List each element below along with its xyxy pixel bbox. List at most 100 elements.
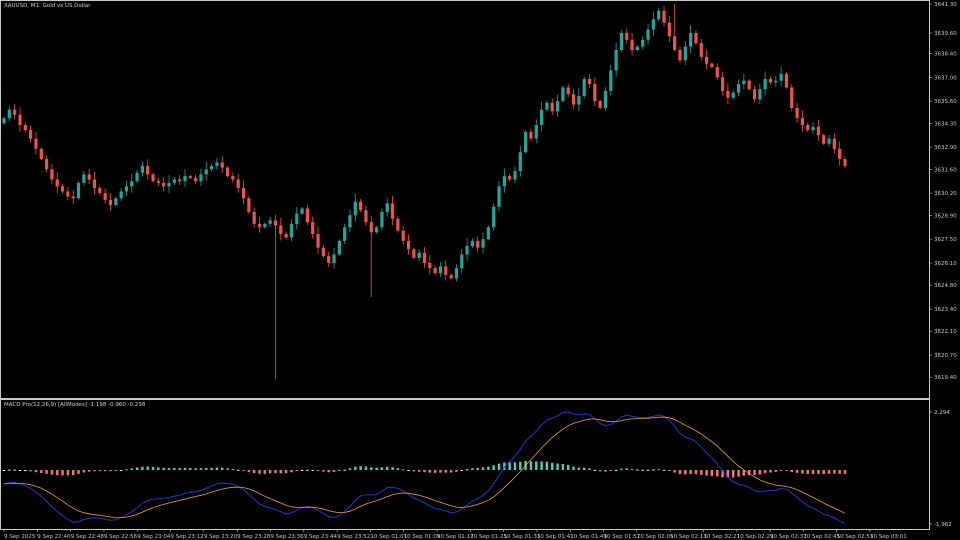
candle-body bbox=[183, 176, 187, 182]
candle bbox=[822, 133, 826, 146]
histogram-bar bbox=[700, 470, 703, 475]
candle bbox=[401, 226, 405, 245]
macd-tick-label: 2.294 bbox=[934, 410, 950, 416]
candle-body bbox=[92, 179, 97, 189]
time-axis[interactable]: 9 Sep 2025 9 Sep 22:40 9 Sep 22:48 9 Sep 22… bbox=[3, 529, 907, 540]
candle-body bbox=[508, 176, 512, 180]
candle-body bbox=[795, 107, 799, 119]
candle bbox=[103, 188, 107, 204]
candle bbox=[524, 130, 528, 154]
candle bbox=[811, 122, 815, 134]
histogram-bar bbox=[402, 469, 405, 471]
macd-axis[interactable]: 2.294 -1.962 bbox=[929, 410, 952, 528]
candle bbox=[571, 88, 576, 110]
candle-body bbox=[263, 223, 267, 228]
candle-body bbox=[486, 227, 490, 240]
candle bbox=[566, 83, 570, 98]
candle bbox=[124, 180, 129, 197]
candle-body bbox=[736, 84, 741, 93]
candle-body bbox=[7, 109, 11, 119]
histogram-bar bbox=[742, 470, 746, 476]
histogram-bar bbox=[29, 470, 32, 472]
candle bbox=[497, 180, 501, 212]
candle bbox=[369, 215, 373, 298]
candle-body bbox=[60, 186, 65, 192]
candle bbox=[178, 174, 182, 186]
time-tick-label: 10 Sep 02:37 bbox=[770, 534, 807, 540]
histogram-bar bbox=[375, 467, 378, 470]
price-tick-label: 3630.20 bbox=[934, 191, 957, 197]
histogram-bar bbox=[833, 470, 836, 474]
candle-body bbox=[502, 176, 506, 187]
histogram-bar bbox=[93, 470, 96, 472]
candle-body bbox=[699, 43, 703, 57]
candle bbox=[614, 42, 618, 77]
histogram-bar bbox=[189, 468, 192, 470]
candle-body bbox=[555, 101, 560, 112]
time-tick-label: 10 Sep 01:33 bbox=[504, 534, 541, 540]
candle bbox=[60, 183, 65, 194]
histogram-bar bbox=[476, 467, 479, 470]
candle-body bbox=[18, 114, 22, 125]
price-pane[interactable]: XAUUSD, M1: Gold vs US Dollar 3641.30 363… bbox=[0, 0, 958, 399]
candle bbox=[172, 176, 176, 186]
time-tick-label: 10 Sep 02:05 bbox=[637, 534, 674, 540]
histogram-bar bbox=[226, 468, 229, 470]
candle-body bbox=[119, 191, 123, 199]
histogram-bar bbox=[194, 468, 197, 470]
histogram-bar bbox=[758, 470, 762, 475]
candle bbox=[790, 83, 794, 111]
candle-body bbox=[332, 254, 336, 264]
candle bbox=[167, 175, 171, 193]
candle bbox=[806, 122, 810, 133]
candle-body bbox=[390, 203, 395, 219]
time-tick-label: 10 Sep 01:57 bbox=[604, 534, 641, 540]
histogram-bar bbox=[50, 470, 54, 475]
price-axis[interactable]: 3641.30 3639.60 3638.40 3637.00 3635.60 3634.… bbox=[929, 2, 957, 381]
macd-pane[interactable]: MACD Pro(12,26,9) [AllModes] -1.198 -0.9… bbox=[0, 399, 952, 530]
candle bbox=[92, 171, 97, 195]
histogram-bar bbox=[370, 467, 373, 470]
candle-body bbox=[215, 162, 219, 166]
candle-body bbox=[151, 174, 155, 182]
histogram-bar bbox=[332, 470, 336, 473]
candle-body bbox=[492, 206, 496, 228]
histogram-bar bbox=[652, 469, 655, 471]
candle bbox=[66, 186, 70, 201]
histogram-bar bbox=[183, 467, 187, 470]
histogram-bar bbox=[221, 467, 224, 470]
candle bbox=[768, 76, 773, 85]
candle-body bbox=[406, 240, 411, 250]
time-tick-label: 10 Sep 02:45 bbox=[803, 534, 840, 540]
candle bbox=[433, 265, 437, 276]
candle-body bbox=[140, 165, 144, 173]
candle-body bbox=[82, 174, 86, 183]
candle bbox=[742, 74, 746, 90]
candle bbox=[289, 219, 294, 242]
candle bbox=[689, 25, 693, 53]
candle bbox=[555, 94, 560, 117]
candle bbox=[236, 173, 240, 193]
histogram-bar bbox=[481, 467, 485, 470]
histogram-bar bbox=[412, 470, 416, 472]
candle-body bbox=[646, 29, 650, 40]
candle bbox=[657, 8, 661, 22]
histogram-bar bbox=[471, 468, 474, 470]
candle bbox=[561, 85, 565, 103]
histogram-bar bbox=[604, 470, 607, 472]
candle bbox=[715, 63, 719, 81]
macd-line bbox=[3, 411, 846, 525]
time-tick-label: 10 Sep 02:13 bbox=[670, 534, 707, 540]
candle bbox=[209, 163, 214, 172]
time-tick-label: 10 Sep 01:09 bbox=[404, 534, 441, 540]
candle-body bbox=[635, 46, 640, 51]
histogram-bar bbox=[684, 470, 687, 475]
histogram-bar bbox=[146, 466, 149, 470]
histogram-bar bbox=[817, 470, 820, 474]
candle-body bbox=[513, 170, 517, 180]
histogram-bar bbox=[556, 463, 559, 470]
candle-body bbox=[587, 78, 592, 85]
histogram-bar bbox=[657, 469, 660, 471]
candle bbox=[327, 251, 331, 267]
histogram-bar bbox=[492, 465, 495, 470]
